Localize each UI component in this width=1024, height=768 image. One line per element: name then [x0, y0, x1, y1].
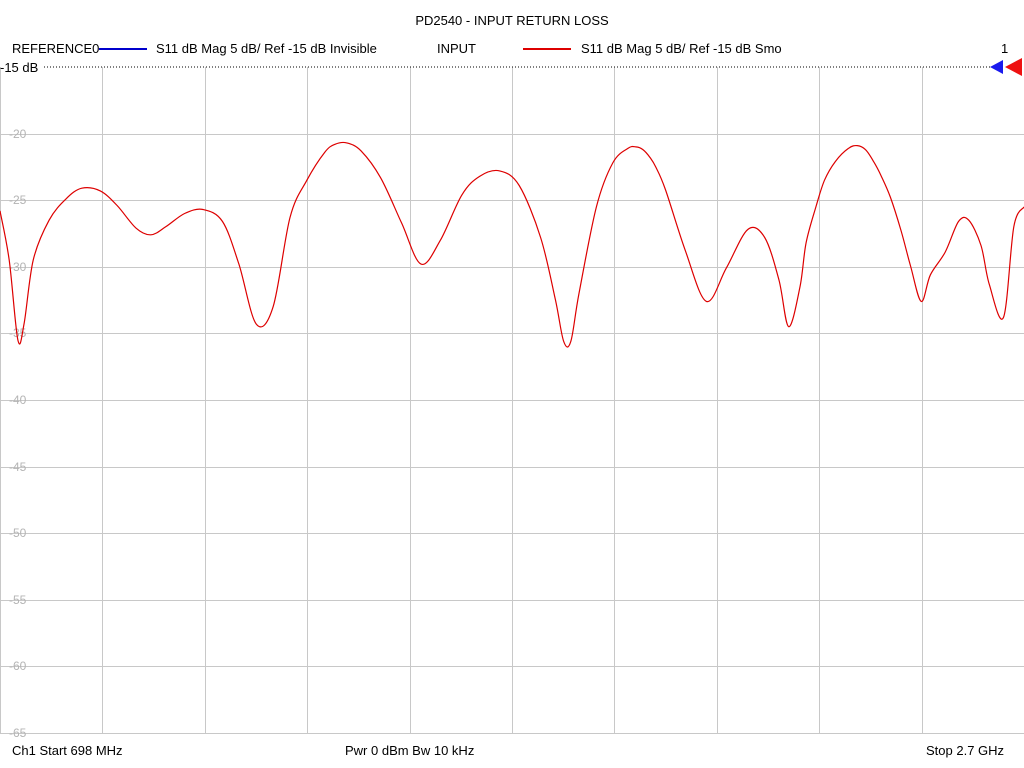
grid [0, 67, 1024, 734]
reference-arrow-blue-icon[interactable] [990, 60, 1003, 74]
series-input-line [0, 141, 1024, 348]
y-tick-label: -20 [9, 127, 27, 141]
channel-marker: 1 [1001, 41, 1009, 56]
y-tick-label: -40 [9, 393, 27, 407]
reference-level-label: -15 dB [0, 60, 38, 75]
trace2-description[interactable]: S11 dB Mag 5 dB/ Ref -15 dB Smo [581, 41, 782, 56]
power-bandwidth-label: Pwr 0 dBm Bw 10 kHz [345, 743, 475, 758]
trace1-line-swatch [99, 48, 147, 50]
y-tick-label: -60 [9, 659, 27, 673]
trace1-name[interactable]: REFERENCE0 [12, 41, 100, 56]
chart-title: PD2540 - INPUT RETURN LOSS [415, 13, 609, 28]
y-tick-label: -55 [9, 593, 27, 607]
reference-arrow-red-icon[interactable] [1005, 58, 1022, 76]
y-tick-label: -45 [9, 460, 27, 474]
y-tick-label: -25 [9, 193, 27, 207]
trace2-line-swatch [523, 48, 571, 50]
sweep-start-label: Ch1 Start 698 MHz [12, 743, 123, 758]
y-tick-label: -50 [9, 526, 27, 540]
y-tick-label: -30 [9, 260, 27, 274]
trace1-description[interactable]: S11 dB Mag 5 dB/ Ref -15 dB Invisible [156, 41, 377, 56]
y-tick-label: -65 [9, 726, 27, 740]
sweep-stop-label: Stop 2.7 GHz [926, 743, 1005, 758]
y-tick-labels: -20-25-30-35-40-45-50-55-60-65 [9, 127, 27, 740]
trace2-name[interactable]: INPUT [437, 41, 476, 56]
